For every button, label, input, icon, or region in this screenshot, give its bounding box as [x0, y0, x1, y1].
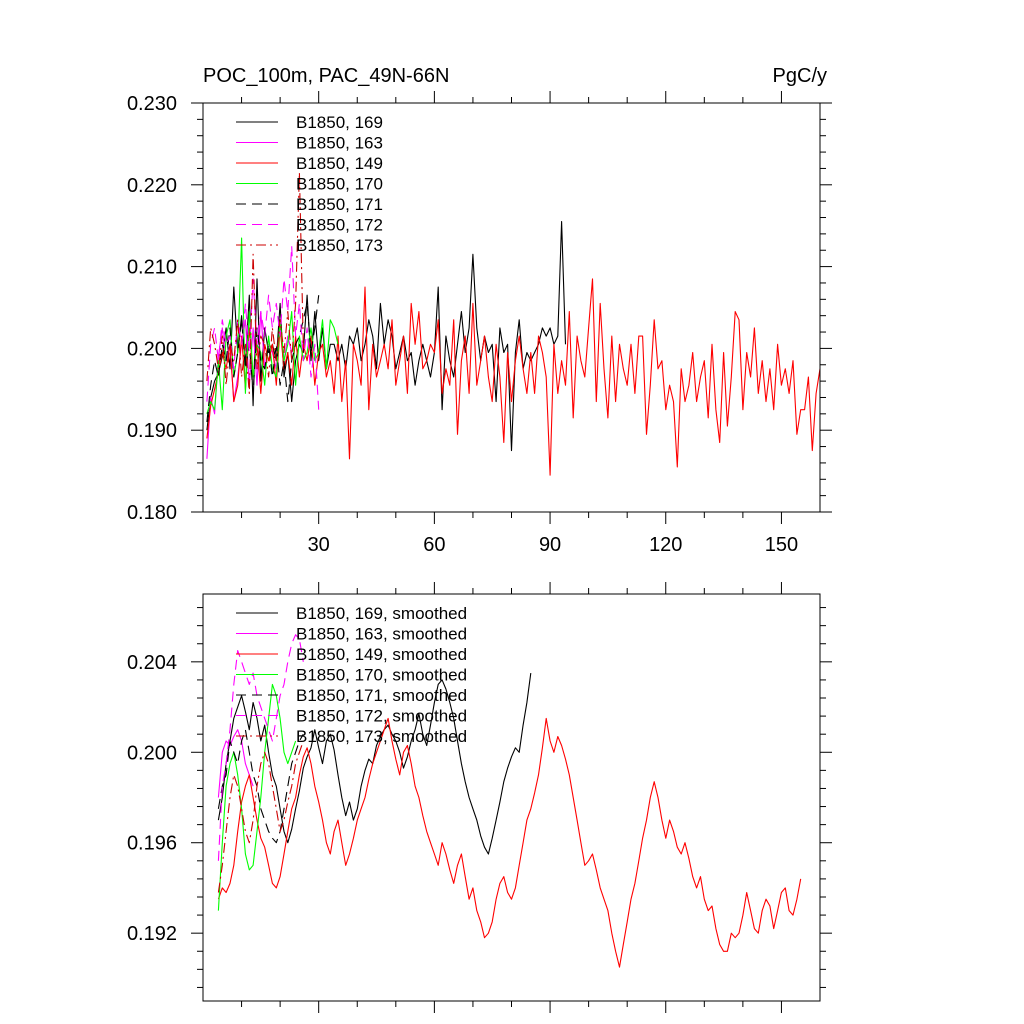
legend-label: B1850, 171, smoothed — [296, 686, 467, 705]
y-tick-label: 0.190 — [127, 420, 177, 442]
series-line-1 — [217, 673, 532, 855]
legend-label: B1850, 149 — [296, 154, 383, 173]
legend-label: B1850, 163, smoothed — [296, 625, 467, 644]
y-tick-label: 0.220 — [127, 175, 177, 197]
series-line-5 — [217, 729, 304, 844]
series-line-7 — [206, 171, 304, 394]
bottom-panel: 0.192 0.196 0.200 0.204 B1850, 169, smoothed… — [127, 582, 832, 1013]
series-line-2 — [217, 729, 254, 798]
y-tick-label: 0.204 — [127, 652, 177, 674]
legend-label: B1850, 149, smoothed — [296, 645, 467, 664]
x-tick-label: 120 — [649, 534, 682, 556]
series-line-6 — [217, 634, 304, 861]
x-tick-label: 30 — [308, 534, 330, 556]
legend-label: B1850, 171 — [296, 195, 383, 214]
x-tick-label: 60 — [423, 534, 445, 556]
legend-label: B1850, 172, smoothed — [296, 707, 467, 726]
legend-label: B1850, 170 — [296, 175, 383, 194]
chart-units: PgC/y — [773, 65, 827, 87]
series-line-6 — [206, 245, 320, 410]
series-line-4 — [217, 683, 297, 911]
y-tick-label: 0.196 — [127, 833, 177, 855]
legend-label: B1850, 172 — [296, 216, 383, 235]
legend-label: B1850, 170, smoothed — [296, 666, 467, 685]
top-panel: 30 60 90 120 150 0.180 0.190 0.200 0.210 0.220 0.2… — [127, 91, 832, 556]
legend-label: B1850, 173 — [296, 236, 383, 255]
legend-label: B1850, 169, smoothed — [296, 604, 467, 623]
legend-label: B1850, 169 — [296, 113, 383, 132]
y-tick-label: 0.200 — [127, 742, 177, 764]
series-line-3 — [206, 278, 820, 476]
x-tick-label: 90 — [539, 534, 561, 556]
y-tick-label: 0.230 — [127, 93, 177, 115]
x-tick-label: 150 — [765, 534, 798, 556]
y-tick-label: 0.200 — [127, 338, 177, 360]
series-line-1 — [206, 221, 567, 452]
series-line-3 — [217, 717, 802, 968]
chart-title: POC_100m, PAC_49N-66N — [203, 65, 449, 87]
legend: B1850, 169, smoothed B1850, 163, smoothed… — [236, 604, 467, 746]
series-line-7 — [217, 740, 304, 893]
y-tick-label: 0.210 — [127, 257, 177, 279]
legend-label: B1850, 173, smoothed — [296, 727, 467, 746]
y-tick-label: 0.192 — [127, 923, 177, 945]
legend-label: B1850, 163 — [296, 134, 383, 153]
y-tick-label: 0.180 — [127, 502, 177, 524]
